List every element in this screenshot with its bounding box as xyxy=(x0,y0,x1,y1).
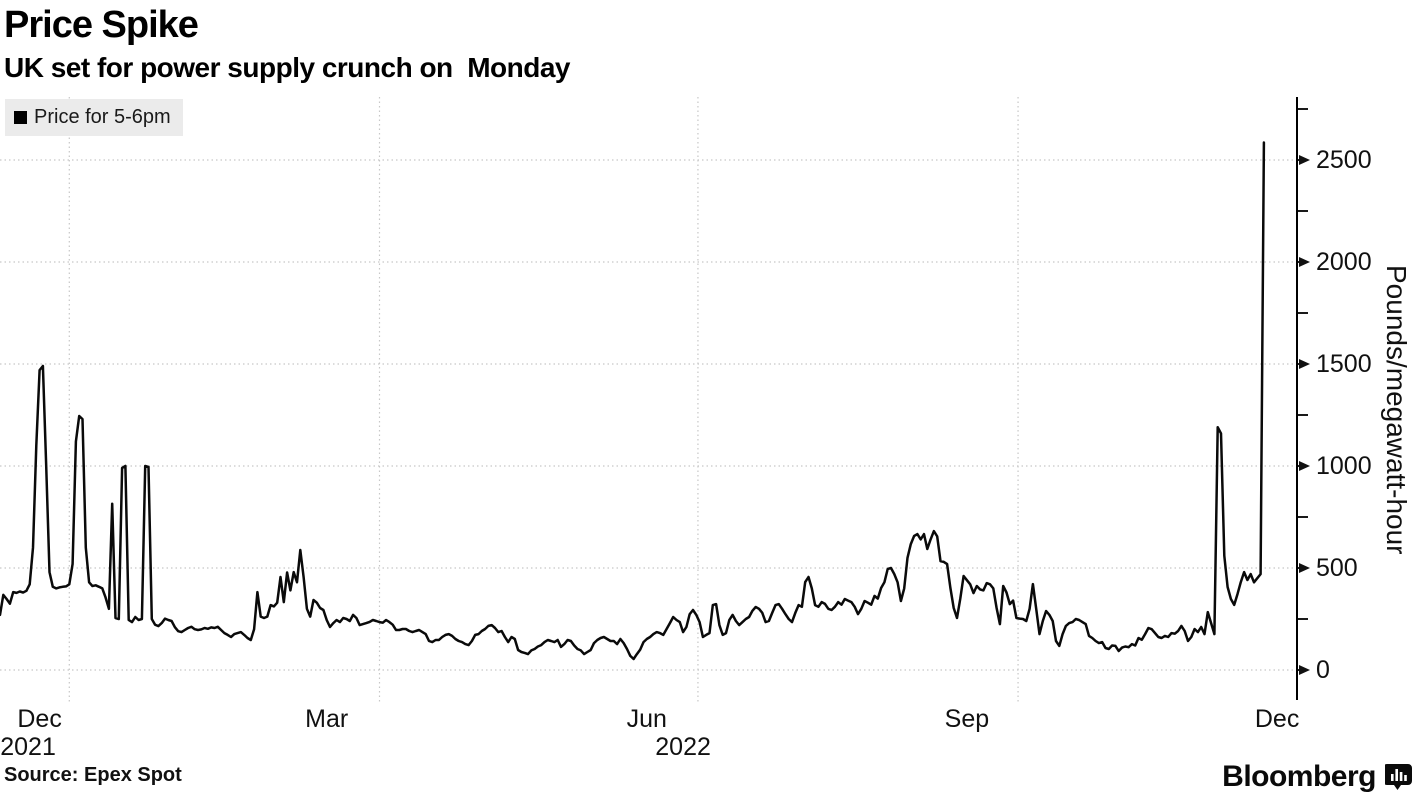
legend: Price for 5-6pm xyxy=(5,99,183,136)
x-tick-label: Dec xyxy=(17,705,62,733)
y-tick-arrow-icon xyxy=(1299,563,1310,573)
bloomberg-wordmark: Bloomberg xyxy=(1222,760,1376,793)
y-tick-arrow-icon xyxy=(1299,461,1310,471)
y-tick-label: 500 xyxy=(1316,554,1358,582)
x-year-label: 2021 xyxy=(0,733,56,761)
page-subtitle: UK set for power supply crunch on Monday xyxy=(4,52,571,83)
x-tick-label: Dec xyxy=(1254,705,1300,733)
y-tick-label: 1000 xyxy=(1316,452,1372,480)
y-tick-arrow-icon xyxy=(1299,665,1310,675)
x-year-label: 2022 xyxy=(655,733,711,761)
y-tick-arrow-icon xyxy=(1299,257,1310,267)
legend-swatch-icon xyxy=(14,111,27,124)
bar-chart-icon xyxy=(1385,764,1412,790)
x-tick-label: Jun xyxy=(626,705,667,733)
y-tick-arrow-icon xyxy=(1299,359,1310,369)
y-tick-arrow-icon xyxy=(1299,155,1310,165)
y-tick-label: 1500 xyxy=(1316,350,1372,378)
y-tick-label: 2500 xyxy=(1316,146,1372,174)
y-tick-label: 0 xyxy=(1316,656,1330,684)
price-line xyxy=(0,141,1266,661)
y-tick-label: 2000 xyxy=(1316,248,1372,276)
page-title: Price Spike xyxy=(4,4,199,46)
x-tick-label: Mar xyxy=(305,705,349,733)
bloomberg-brand: Bloomberg xyxy=(1222,760,1412,794)
x-tick-label: Sep xyxy=(944,705,990,733)
y-axis-title: Pounds/megawatt-hour xyxy=(1381,265,1412,555)
source-note: Source: Epex Spot xyxy=(4,764,182,786)
legend-label: Price for 5-6pm xyxy=(34,106,171,128)
